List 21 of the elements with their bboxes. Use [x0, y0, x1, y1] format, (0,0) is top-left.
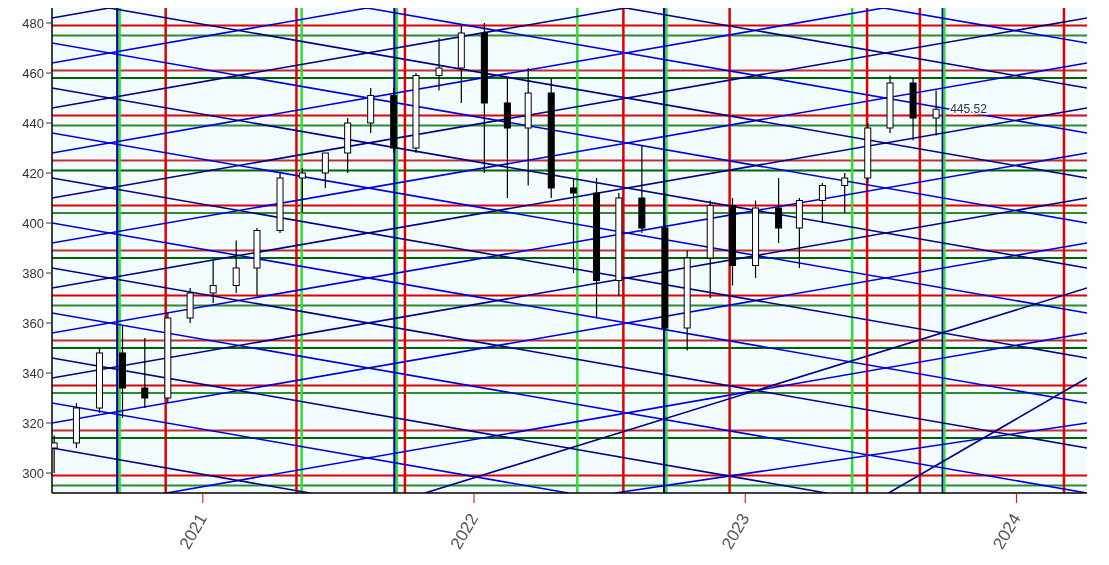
candlestick: [209, 259, 217, 304]
candlestick: [570, 177, 578, 274]
candlestick: [232, 239, 240, 294]
candlestick: [932, 89, 940, 137]
y-tick-label: 480: [22, 15, 44, 31]
y-tick-label: 320: [22, 415, 44, 431]
y-tick-label: 300: [22, 465, 44, 481]
y-tick-label: 380: [22, 265, 44, 281]
y-tick-label: 460: [22, 65, 44, 81]
candlestick: [298, 167, 306, 214]
candlestick: [841, 172, 849, 214]
candlestick: [818, 182, 826, 224]
y-tick-label: 360: [22, 315, 44, 331]
candlestick: [141, 337, 149, 409]
candlestick: [435, 37, 443, 92]
candlestick: [321, 152, 329, 189]
y-tick-label: 440: [22, 115, 44, 131]
candlestick: [775, 177, 783, 244]
y-tick-label: 400: [22, 215, 44, 231]
y-tick-label: 420: [22, 165, 44, 181]
y-tick-label: 340: [22, 365, 44, 381]
